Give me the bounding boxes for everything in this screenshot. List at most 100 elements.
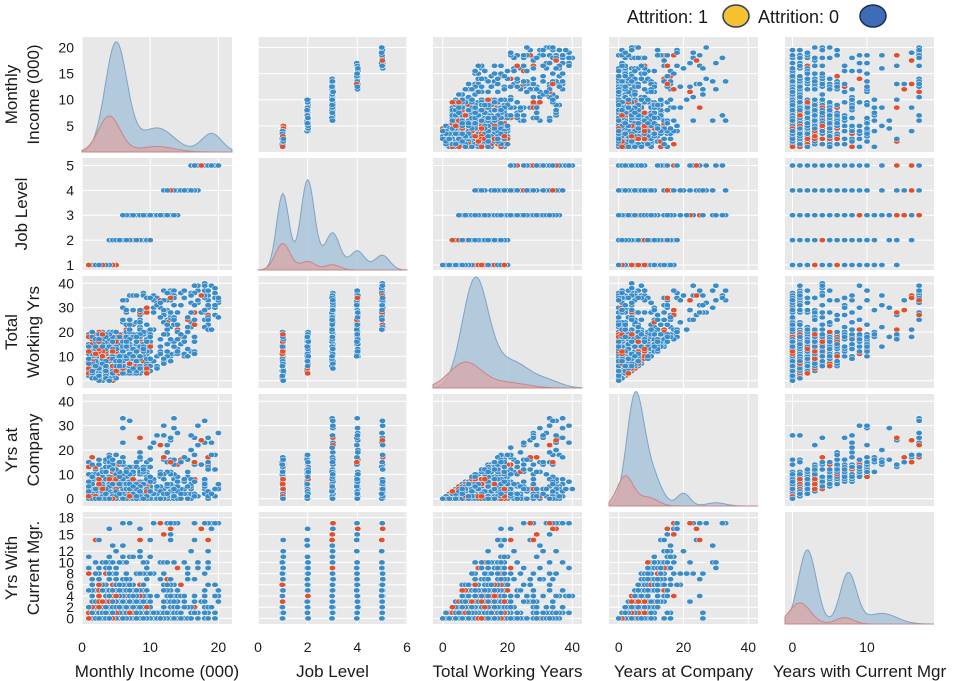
data-point — [722, 118, 728, 123]
data-point — [330, 89, 336, 94]
data-point — [664, 53, 670, 58]
data-point — [635, 84, 641, 89]
data-point — [485, 134, 491, 139]
data-point — [674, 63, 680, 68]
data-point — [710, 79, 716, 84]
data-point — [329, 84, 335, 89]
data-point — [719, 55, 725, 60]
data-point — [687, 89, 693, 94]
data-point — [329, 102, 335, 107]
data-point — [329, 110, 335, 115]
data-point — [710, 118, 716, 123]
data-point — [456, 100, 462, 105]
data-point — [495, 81, 501, 86]
data-point — [700, 87, 706, 92]
data-point — [478, 118, 484, 123]
data-point — [456, 92, 462, 97]
legend-label-attrition-0: Attrition: 0 — [758, 7, 839, 27]
data-point — [546, 61, 552, 66]
y-tick-label: 15 — [58, 66, 74, 82]
data-point — [379, 45, 385, 50]
data-point — [472, 110, 478, 115]
data-point — [485, 144, 491, 149]
data-point — [540, 48, 546, 53]
data-point — [469, 144, 475, 149]
data-point — [511, 68, 517, 73]
data-point — [469, 87, 475, 92]
data-point — [449, 100, 455, 105]
data-point — [534, 115, 540, 120]
data-point — [534, 105, 540, 110]
data-point — [553, 66, 559, 71]
data-point — [543, 89, 549, 94]
data-point — [485, 89, 491, 94]
data-point — [482, 102, 488, 107]
data-point — [680, 66, 686, 71]
data-point — [354, 71, 360, 76]
data-point — [550, 81, 556, 86]
data-point — [524, 45, 530, 50]
data-point — [453, 131, 459, 136]
data-point — [379, 58, 385, 63]
data-point — [329, 97, 335, 102]
data-point — [459, 131, 465, 136]
data-point — [491, 63, 497, 68]
data-point — [459, 121, 465, 126]
data-point — [641, 55, 647, 60]
data-point — [553, 58, 559, 63]
data-point — [495, 76, 501, 81]
data-point — [690, 95, 696, 100]
data-point — [521, 113, 527, 118]
data-point — [498, 97, 504, 102]
data-point — [491, 100, 497, 105]
data-point — [508, 97, 514, 102]
data-point — [534, 110, 540, 115]
y-tick-label: 20 — [58, 39, 74, 55]
data-point — [354, 84, 360, 89]
data-point — [491, 71, 497, 76]
data-point — [566, 55, 572, 60]
data-point — [498, 63, 504, 68]
data-point — [304, 121, 310, 126]
data-point — [687, 61, 693, 66]
data-point — [540, 74, 546, 79]
data-point — [719, 113, 725, 118]
data-point — [521, 118, 527, 123]
data-point — [530, 81, 536, 86]
data-point — [472, 105, 478, 110]
data-point — [537, 100, 543, 105]
data-point — [540, 63, 546, 68]
legend: Attrition: 1 Attrition: 0 — [627, 5, 886, 27]
data-point — [559, 71, 565, 76]
data-point — [475, 139, 481, 144]
data-point — [504, 142, 510, 147]
data-point — [635, 55, 641, 60]
data-point — [674, 123, 680, 128]
data-point — [534, 55, 540, 60]
data-point — [530, 95, 536, 100]
data-point — [722, 79, 728, 84]
data-point — [687, 84, 693, 89]
data-point — [713, 61, 719, 66]
data-point — [530, 66, 536, 71]
data-point — [524, 89, 530, 94]
data-point — [485, 97, 491, 102]
data-point — [684, 97, 690, 102]
data-point — [534, 87, 540, 92]
data-point — [514, 76, 520, 81]
data-point — [550, 71, 556, 76]
data-point — [478, 144, 484, 149]
data-point — [478, 126, 484, 131]
data-point — [478, 76, 484, 81]
data-point — [501, 74, 507, 79]
data-point — [697, 105, 703, 110]
data-point — [514, 84, 520, 89]
data-point — [446, 136, 452, 141]
data-point — [616, 68, 622, 73]
data-point — [690, 50, 696, 55]
panel-grid: 5101520123450102030400102030400246810121… — [58, 37, 934, 655]
data-point — [469, 97, 475, 102]
data-point — [632, 68, 638, 73]
data-point — [697, 81, 703, 86]
data-point — [475, 89, 481, 94]
